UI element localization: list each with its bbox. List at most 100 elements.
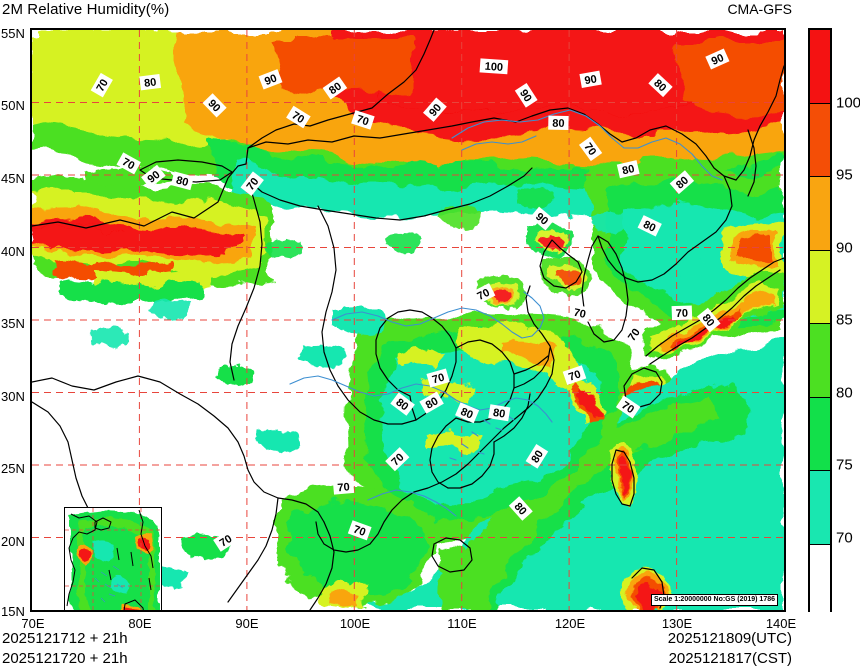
svg-text:80: 80 xyxy=(327,80,344,97)
colorbar-tick-90: 90 xyxy=(836,239,853,256)
colorbar-band-75 xyxy=(810,397,830,471)
colorbar-band-90 xyxy=(810,177,830,251)
svg-text:70: 70 xyxy=(120,156,137,172)
contour-label: 80 xyxy=(322,76,348,100)
contour-label: 90 xyxy=(579,70,602,88)
svg-text:70: 70 xyxy=(567,368,582,383)
map-plot-area[interactable]: 70 80 90 90 70 80 70 90 100 90 90 80 90 70 90 80 70 80 70 8… xyxy=(30,28,786,612)
y-tick-40N: 40N xyxy=(1,244,25,259)
humidity-colorbar[interactable] xyxy=(808,28,832,617)
svg-text:70: 70 xyxy=(572,307,586,321)
svg-text:70: 70 xyxy=(475,287,491,303)
contour-label: 70 xyxy=(213,529,238,552)
colorbar-band-85 xyxy=(810,250,830,324)
colorbar-tick-85: 85 xyxy=(836,311,853,329)
contour-label: 80 xyxy=(455,402,480,424)
x-tick-100E: 100E xyxy=(339,616,371,631)
contour-label: 80 xyxy=(139,74,162,91)
model-label: CMA-GFS xyxy=(727,1,792,17)
contour-label: 70 xyxy=(90,72,113,98)
svg-text:80: 80 xyxy=(529,448,546,465)
svg-text:80: 80 xyxy=(621,163,636,177)
contour-label: 70 xyxy=(351,110,375,130)
contour-label: 80 xyxy=(488,404,511,422)
map-scale-stamp: Scale 1:20000000 No:GS (2019) 1786 xyxy=(650,594,778,606)
init-time-line-1: 2025121712 + 21h xyxy=(2,630,128,647)
svg-text:90: 90 xyxy=(710,52,726,68)
contour-label: 70 xyxy=(615,395,641,419)
x-tick-80E: 80E xyxy=(128,616,152,631)
svg-text:70: 70 xyxy=(676,308,689,320)
y-tick-25N: 25N xyxy=(1,461,25,476)
contour-label: 80 xyxy=(637,215,662,237)
contour-label: 70 xyxy=(347,520,372,541)
y-tick-30N: 30N xyxy=(1,389,25,404)
svg-text:80: 80 xyxy=(641,219,657,235)
colorbar-tick-95: 95 xyxy=(836,166,853,184)
svg-text:70: 70 xyxy=(619,399,636,416)
svg-text:70: 70 xyxy=(352,524,368,539)
svg-text:80: 80 xyxy=(700,312,717,329)
svg-text:70: 70 xyxy=(626,327,643,344)
inset-map-svg xyxy=(65,508,160,610)
contour-label: 70 xyxy=(562,365,587,386)
colorbar-band-95 xyxy=(810,103,830,177)
colorbar-tick-80: 80 xyxy=(836,384,853,401)
colorbar-band-80 xyxy=(810,324,830,398)
contour-label: 70 xyxy=(332,478,355,495)
y-tick-55N: 55N xyxy=(1,26,25,41)
svg-text:80: 80 xyxy=(175,174,190,189)
svg-text:80: 80 xyxy=(459,406,475,422)
contour-label: 100 xyxy=(479,58,509,75)
contour-label: 70 xyxy=(240,171,264,196)
contour-label: 70 xyxy=(579,136,603,162)
contour-label: 70 xyxy=(622,322,646,347)
x-tick-120E: 120E xyxy=(554,616,586,631)
svg-text:70: 70 xyxy=(581,141,598,158)
y-tick-20N: 20N xyxy=(1,534,25,549)
page-title: 2M Relative Humidity(%) xyxy=(2,1,170,18)
svg-text:90: 90 xyxy=(584,73,598,87)
svg-text:80: 80 xyxy=(492,407,506,421)
contour-label: 70 xyxy=(568,303,592,322)
svg-text:100: 100 xyxy=(484,61,503,74)
svg-text:80: 80 xyxy=(144,76,158,89)
contour-label: 90 xyxy=(141,164,166,189)
contour-label: 80 xyxy=(616,160,640,179)
contour-label: 80 xyxy=(548,115,569,130)
contour-label: 90 xyxy=(258,69,283,90)
colorbar-band-0 xyxy=(810,544,830,617)
x-tick-90E: 90E xyxy=(235,616,259,631)
svg-text:90: 90 xyxy=(517,87,534,104)
valid-time-utc: 2025121809(UTC) xyxy=(667,630,792,647)
colorbar-band-100 xyxy=(810,30,830,104)
inset-map-south-china-sea[interactable]: Scale 1:40000000 xyxy=(64,507,162,610)
colorbar-tick-100: 100 xyxy=(836,94,860,111)
contour-label: 80 xyxy=(419,391,444,414)
contour-label: 70 xyxy=(671,305,693,321)
contour-label: 70 xyxy=(116,152,141,175)
contour-label: 80 xyxy=(170,171,194,191)
svg-text:80: 80 xyxy=(552,118,564,130)
x-tick-110E: 110E xyxy=(447,616,477,631)
x-tick-70E: 70E xyxy=(21,616,45,631)
y-tick-35N: 35N xyxy=(1,316,25,331)
svg-text:70: 70 xyxy=(337,481,350,494)
x-tick-130E: 130E xyxy=(661,616,693,631)
contour-label: 80 xyxy=(697,307,721,333)
svg-text:70: 70 xyxy=(355,113,370,128)
contour-label: 70 xyxy=(471,283,496,305)
svg-text:80: 80 xyxy=(424,395,441,412)
y-tick-50N: 50N xyxy=(1,98,25,113)
contour-label: 70 xyxy=(426,368,450,388)
svg-text:70: 70 xyxy=(244,176,261,193)
svg-text:90: 90 xyxy=(145,169,162,186)
init-time-line-2: 2025121720 + 21h xyxy=(2,650,128,667)
y-tick-15N: 15N xyxy=(1,604,25,619)
contour-label: 90 xyxy=(705,48,730,70)
contour-label: 70 xyxy=(286,105,311,129)
contour-label: 90 xyxy=(514,83,538,108)
svg-text:70: 70 xyxy=(218,533,235,550)
